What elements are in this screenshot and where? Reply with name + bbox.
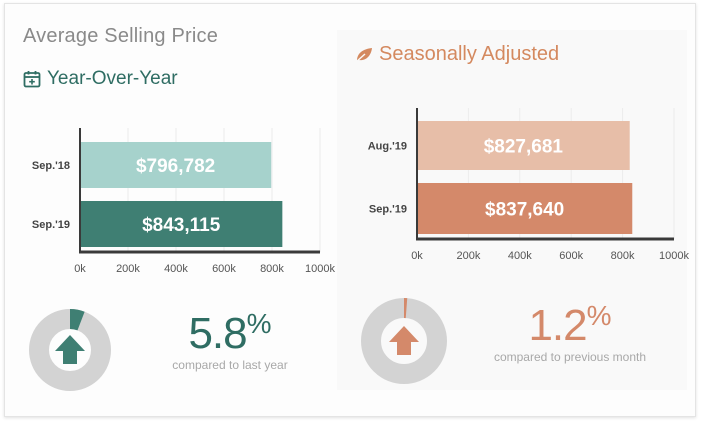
- seasonal-category-label: Sep.'19: [369, 204, 407, 216]
- yoy-x-tick-label: 200k: [116, 263, 140, 275]
- yoy-x-tick-label: 400k: [164, 263, 188, 275]
- kpi-yoy-value: 5.8%: [150, 309, 310, 358]
- yoy-bar-value-label: $796,782: [136, 156, 215, 177]
- kpi-mom-unit: %: [586, 300, 612, 331]
- seasonal-x-tick-label: 1000k: [659, 250, 689, 262]
- year-over-year-heading: Year-Over-Year: [23, 68, 178, 90]
- year-over-year-label: Year-Over-Year: [47, 68, 178, 89]
- seasonal-bar: [417, 121, 630, 170]
- seasonal-bar: [417, 183, 633, 234]
- yoy-x-tick-label: 600k: [212, 263, 236, 275]
- kpi-mom-number: 1.2: [528, 301, 587, 350]
- seasonal-x-tick-label: 600k: [559, 250, 583, 262]
- kpi-yoy-caption: compared to last year: [172, 358, 288, 372]
- yoy-category-label: Sep.'19: [32, 219, 70, 231]
- arrow-up-icon: [55, 335, 85, 364]
- arrow-up-icon: [389, 326, 419, 355]
- seasonal-x-tick-label: 200k: [456, 250, 480, 262]
- yoy-bar: [80, 201, 283, 247]
- seasonal-bar-value-label: $827,681: [484, 137, 564, 158]
- seasonally-adjusted-heading: Seasonally Adjusted: [355, 43, 559, 66]
- kpi-mom-caption: compared to previous month: [493, 350, 647, 364]
- kpi-year-over-year: 5.8% compared to last year: [150, 309, 310, 373]
- yoy-bar-value-label: $843,115: [142, 215, 221, 236]
- card-title: Average Selling Price: [23, 25, 219, 47]
- seasonal-x-tick-label: 400k: [508, 250, 532, 262]
- kpi-month-over-month: 1.2% compared to previous month: [465, 301, 675, 365]
- leaf-icon: [355, 47, 373, 63]
- kpi-mom-value: 1.2%: [465, 301, 675, 350]
- yoy-x-tick-label: 1000k: [305, 263, 335, 275]
- kpi-yoy-number: 5.8: [188, 309, 247, 358]
- kpi-yoy-unit: %: [246, 308, 272, 339]
- yoy-x-tick-label: 800k: [260, 263, 284, 275]
- yoy-category-label: Sep.'18: [32, 160, 70, 172]
- calendar-plus-icon: [23, 70, 41, 88]
- yoy-x-tick-label: 0k: [74, 263, 86, 275]
- seasonally-adjusted-label: Seasonally Adjusted: [379, 43, 560, 65]
- seasonal-x-tick-label: 800k: [611, 250, 635, 262]
- seasonal-category-label: Aug.'19: [368, 141, 407, 153]
- seasonal-bar-value-label: $837,640: [485, 200, 564, 221]
- yoy-donut-fill: [69, 309, 85, 331]
- yoy-bar: [80, 142, 272, 188]
- seasonal-x-tick-label: 0k: [411, 250, 423, 262]
